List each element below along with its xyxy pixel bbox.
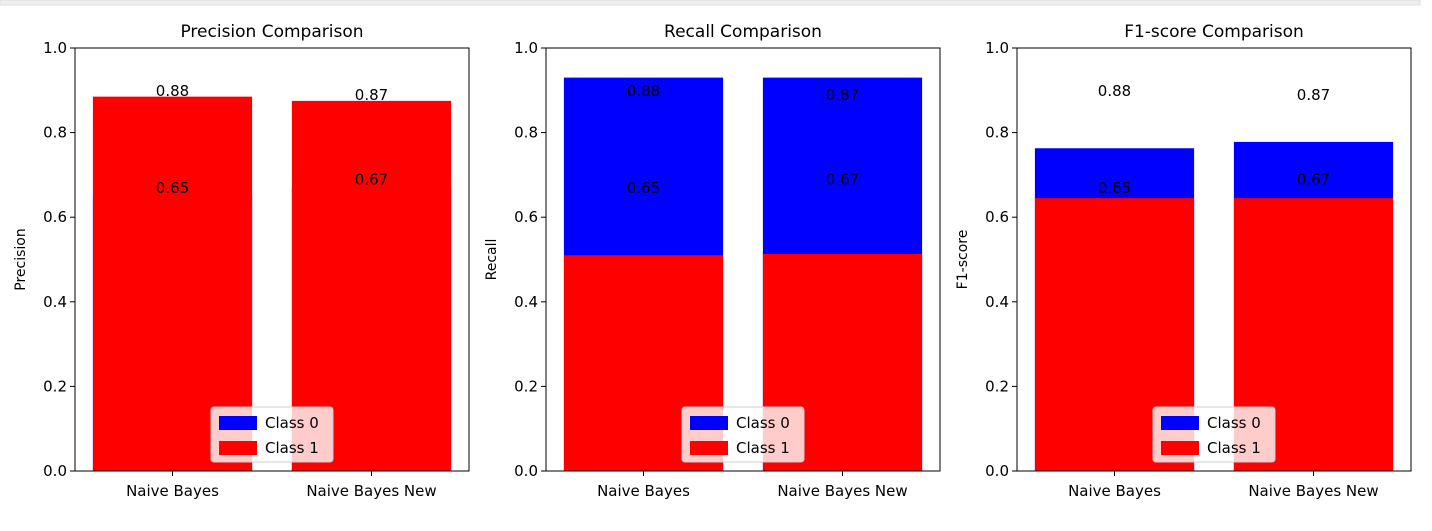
legend-label: Class 1	[1207, 439, 1261, 457]
legend: Class 0 Class 1	[681, 406, 805, 463]
legend-swatch	[1161, 441, 1199, 455]
y-tick-label: 1.0	[514, 39, 538, 57]
y-tick-label: 0.6	[43, 208, 67, 226]
x-tick-label: Naive Bayes	[597, 482, 690, 500]
value-label: 0.88	[1098, 82, 1131, 100]
axes-frame	[545, 47, 941, 472]
y-axis-label: F1-score	[955, 230, 971, 290]
y-tick-label: 1.0	[43, 39, 67, 57]
chart-title: Recall Comparison	[664, 22, 822, 42]
legend-label: Class 1	[736, 439, 790, 457]
value-label: 0.88	[156, 82, 189, 100]
y-tick-label: 0.0	[43, 462, 67, 480]
legend-swatch	[690, 441, 728, 455]
legend-swatch	[690, 416, 728, 430]
legend-swatch	[1161, 416, 1199, 430]
value-label: 0.67	[355, 171, 388, 189]
top-strip	[0, 0, 1421, 6]
y-tick-label: 1.0	[985, 39, 1009, 57]
axes-frame	[74, 47, 470, 472]
value-label: 0.87	[826, 86, 859, 104]
y-axis-label: Precision	[13, 228, 29, 290]
y-tick-label: 0.6	[514, 208, 538, 226]
legend-label: Class 0	[736, 414, 790, 432]
chart-title: F1-score Comparison	[1124, 22, 1304, 42]
y-tick-label: 0.8	[985, 124, 1009, 142]
value-label: 0.88	[627, 82, 660, 100]
value-label: 0.67	[826, 171, 859, 189]
value-label: 0.67	[1297, 171, 1330, 189]
value-label: 0.65	[1098, 179, 1131, 197]
x-tick-label: Naive Bayes New	[1248, 482, 1378, 500]
legend: Class 0 Class 1	[210, 406, 334, 463]
x-tick-label: Naive Bayes	[1068, 482, 1161, 500]
y-tick-label: 0.0	[514, 462, 538, 480]
y-tick-label: 0.6	[985, 208, 1009, 226]
y-tick-label: 0.0	[985, 462, 1009, 480]
y-tick-label: 0.2	[43, 377, 67, 395]
value-label: 0.87	[1297, 86, 1330, 104]
y-axis-label: Recall	[484, 239, 500, 281]
y-tick-label: 0.4	[985, 293, 1009, 311]
y-tick-label: 0.8	[43, 124, 67, 142]
legend-swatch	[219, 416, 257, 430]
y-tick-label: 0.2	[514, 377, 538, 395]
value-label: 0.87	[355, 86, 388, 104]
legend: Class 0 Class 1	[1152, 406, 1276, 463]
value-label: 0.65	[627, 179, 660, 197]
legend-label: Class 1	[265, 439, 319, 457]
x-tick-label: Naive Bayes	[126, 482, 219, 500]
value-label: 0.65	[156, 179, 189, 197]
y-tick-label: 0.4	[43, 293, 67, 311]
legend-label: Class 0	[265, 414, 319, 432]
x-tick-label: Naive Bayes New	[306, 482, 436, 500]
y-tick-label: 0.4	[514, 293, 538, 311]
y-tick-label: 0.2	[985, 377, 1009, 395]
legend-swatch	[219, 441, 257, 455]
axes-frame	[1016, 47, 1412, 472]
chart-title: Precision Comparison	[180, 22, 363, 42]
legend-label: Class 0	[1207, 414, 1261, 432]
y-tick-label: 0.8	[514, 124, 538, 142]
x-tick-label: Naive Bayes New	[777, 482, 907, 500]
